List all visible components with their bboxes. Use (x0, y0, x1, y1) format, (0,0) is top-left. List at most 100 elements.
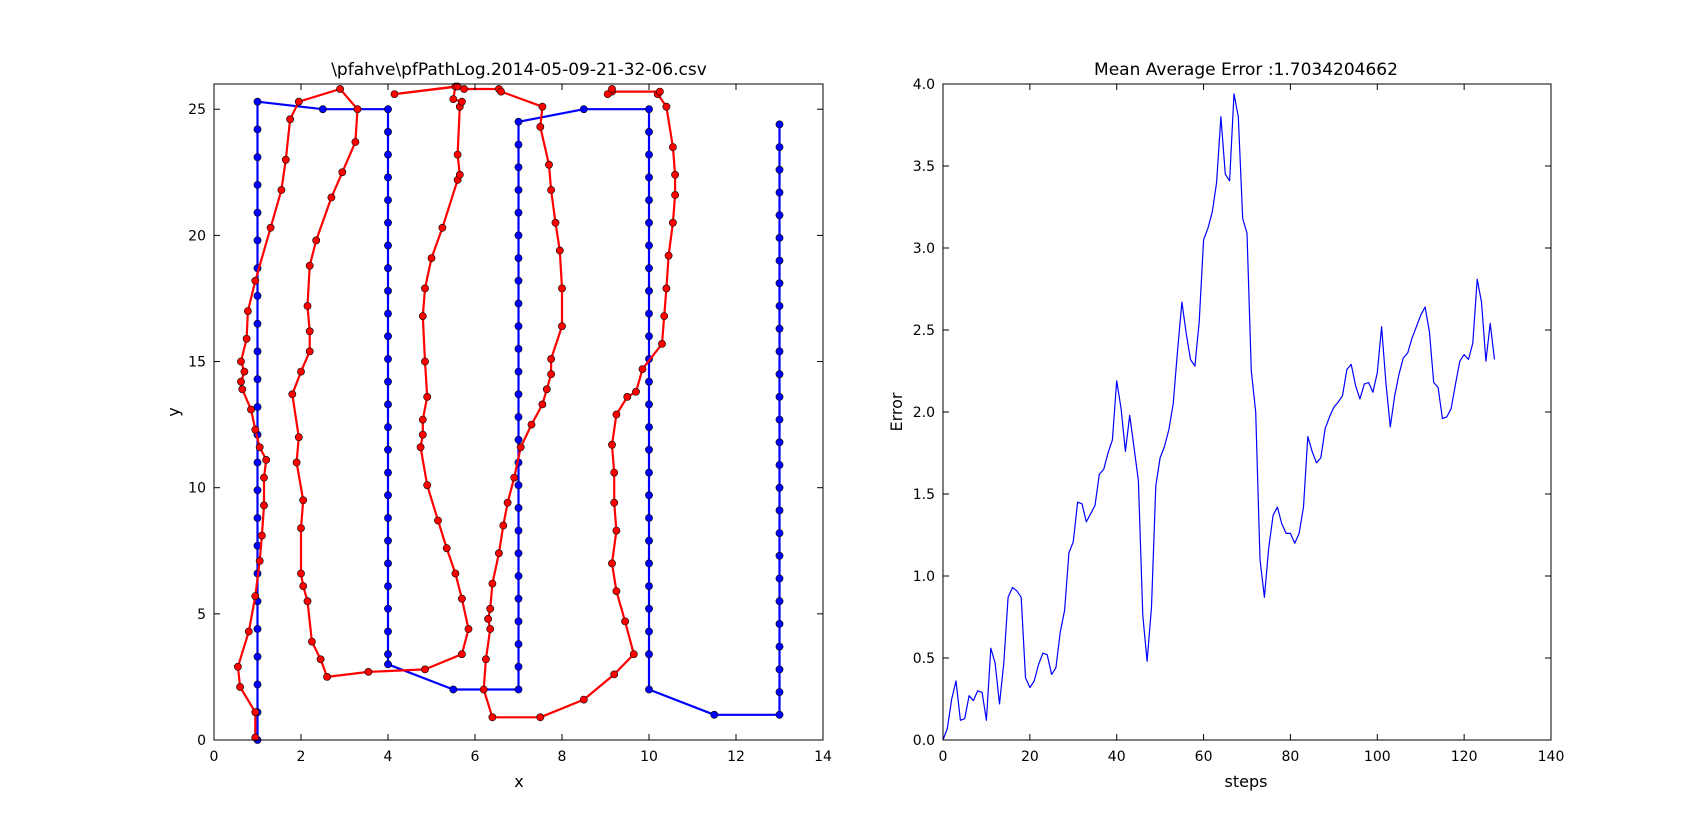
data-point (612, 410, 621, 419)
x-tick-label: 12 (727, 749, 745, 765)
data-point (645, 127, 653, 136)
data-point (451, 569, 460, 578)
data-point (645, 423, 653, 431)
data-point (237, 357, 245, 366)
data-point (645, 264, 653, 273)
data-point (494, 549, 503, 558)
data-point (669, 143, 677, 151)
data-point (775, 279, 784, 288)
data-point (253, 403, 262, 411)
data-point (514, 481, 523, 490)
data-point (262, 455, 271, 464)
data-point (775, 710, 784, 719)
data-point (297, 569, 305, 578)
data-point (514, 322, 523, 331)
data-point (384, 536, 392, 545)
data-point (253, 97, 262, 106)
data-point (323, 673, 331, 681)
data-point (527, 420, 536, 429)
data-point (286, 115, 294, 124)
data-point (384, 332, 392, 341)
data-point (384, 468, 392, 477)
data-point (514, 344, 523, 353)
data-point (610, 670, 619, 679)
data-point (660, 312, 669, 320)
data-point (384, 173, 392, 182)
data-point (664, 251, 673, 260)
data-point (318, 105, 327, 114)
x-tick-label: 8 (558, 749, 567, 765)
data-point (638, 365, 647, 373)
series-layer (233, 82, 784, 744)
data-point (514, 140, 523, 149)
y-axis-label: y (164, 407, 183, 416)
data-point (253, 375, 262, 384)
data-point (775, 324, 784, 333)
tick-layer: 0 2 4 6 8 10 12 14 0 5 10 15 20 25 (188, 84, 832, 765)
data-point (303, 597, 312, 606)
y-tick-label: 0 (197, 733, 206, 749)
data-point (384, 660, 392, 669)
data-point (238, 385, 247, 394)
data-point (775, 302, 784, 310)
data-point (645, 685, 653, 694)
data-point (645, 445, 653, 454)
data-point (427, 254, 436, 262)
data-point (514, 254, 523, 262)
data-point (253, 625, 262, 633)
data-point (338, 168, 347, 177)
data-point (449, 95, 458, 103)
data-point (294, 433, 303, 442)
data-point (645, 604, 653, 613)
data-point (645, 536, 653, 545)
y-tick-label: 25 (188, 102, 206, 118)
data-point (384, 604, 392, 613)
data-point (486, 604, 495, 613)
data-point (645, 309, 653, 318)
data-point (645, 241, 653, 250)
data-point (423, 392, 432, 401)
path-log-chart: \pfahve\pfPathLog.2014-05-09-21-32-06.cs… (164, 60, 832, 791)
data-point (514, 594, 523, 603)
data-point (434, 516, 442, 525)
data-point (514, 163, 523, 172)
data-point (488, 579, 497, 588)
x-tick-label: 100 (1364, 749, 1391, 765)
x-tick-label: 14 (814, 749, 832, 765)
data-point (558, 284, 566, 293)
data-point (645, 105, 653, 114)
data-point (384, 355, 392, 363)
series-layer (942, 93, 1496, 741)
data-point (514, 503, 523, 512)
data-point (253, 486, 262, 495)
data-point (457, 97, 466, 106)
x-tick-label: 120 (1451, 749, 1478, 765)
x-tick-label: 80 (1282, 749, 1300, 765)
data-point (299, 582, 308, 590)
plot-frame (213, 83, 824, 741)
y-tick-label: 1.5 (913, 487, 935, 503)
data-point (610, 468, 619, 477)
data-point (260, 473, 268, 482)
data-point (384, 218, 392, 227)
y-tick-label: 15 (188, 355, 206, 371)
data-point (253, 680, 262, 689)
data-point (384, 150, 392, 159)
data-point (384, 377, 392, 386)
tick-layer: 0 20 40 60 80 100 120 140 0.0 0.5 1.0 1.5 2.0 2.5 3.0 3… (913, 77, 1565, 765)
data-point (608, 440, 616, 449)
data-point (240, 367, 249, 376)
data-point (251, 708, 260, 717)
x-tick-label: 40 (1108, 749, 1126, 765)
data-point (775, 188, 784, 197)
data-point (775, 665, 784, 674)
data-point (514, 276, 523, 285)
data-point (260, 501, 268, 510)
data-point (579, 695, 588, 704)
data-point (656, 87, 664, 96)
data-point (645, 286, 653, 295)
series-line-1 (236, 85, 677, 738)
data-point (486, 625, 495, 633)
data-point (242, 334, 251, 343)
y-tick-label: 1.0 (913, 569, 935, 585)
